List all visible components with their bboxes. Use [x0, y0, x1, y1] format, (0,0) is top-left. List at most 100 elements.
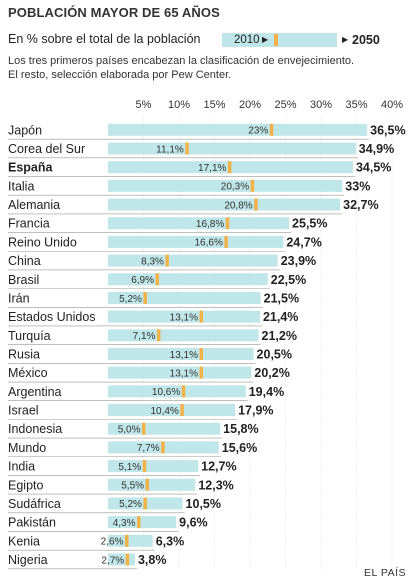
- category-label: Estados Unidos: [8, 310, 96, 324]
- x-tick-label: 30%: [310, 99, 332, 111]
- bar-2050: [108, 123, 368, 136]
- value-label-2050: 23,9%: [281, 254, 316, 268]
- category-label: España: [8, 161, 54, 175]
- legend-bar: 2010 ▶: [222, 33, 337, 47]
- value-label-2010: 5,5%: [121, 481, 144, 492]
- bar-2050: [108, 254, 278, 267]
- legend-arrow-icon: ▶: [342, 35, 349, 44]
- category-label: India: [8, 460, 35, 474]
- bar-2050: [108, 460, 199, 473]
- value-label-2010: 20,8%: [224, 200, 252, 211]
- category-label: México: [8, 366, 48, 380]
- x-tick-label: 20%: [239, 99, 261, 111]
- value-label-2010: 20,3%: [221, 182, 249, 193]
- value-label-2050: 36,5%: [370, 123, 405, 137]
- marker-2010: [156, 329, 161, 342]
- marker-2010: [124, 534, 129, 547]
- value-label-2050: 12,3%: [198, 478, 233, 492]
- marker-2010: [155, 273, 159, 286]
- marker-2010: [185, 142, 189, 155]
- category-label: Irán: [8, 291, 30, 305]
- marker-2010: [142, 460, 147, 473]
- marker-2010: [225, 217, 230, 230]
- value-label-2050: 15,6%: [222, 441, 257, 455]
- value-label-2050: 6,3%: [156, 534, 185, 548]
- category-label: Rusia: [8, 348, 40, 362]
- value-label-2050: 21,5%: [264, 291, 299, 305]
- value-label-2010: 2,6%: [101, 537, 124, 548]
- value-label-2010: 17,1%: [198, 163, 226, 174]
- category-label: Reino Unido: [8, 235, 77, 249]
- x-tick-label: 15%: [203, 99, 225, 111]
- marker-2010: [227, 161, 232, 174]
- marker-2010: [254, 198, 258, 211]
- category-label: Indonesia: [8, 422, 62, 436]
- value-label-2010: 7,1%: [133, 331, 156, 342]
- bar-2050: [108, 142, 356, 155]
- category-label: Brasil: [8, 273, 39, 287]
- category-label: Japón: [8, 123, 42, 137]
- value-label-2010: 16,8%: [196, 219, 224, 230]
- bar-2050: [108, 217, 290, 230]
- marker-2010: [181, 385, 186, 398]
- bar-2050: [108, 404, 236, 417]
- value-label-2010: 16,6%: [195, 238, 223, 249]
- value-label-2010: 5,2%: [119, 499, 142, 510]
- value-label-2050: 32,7%: [343, 198, 378, 212]
- marker-2010: [269, 123, 274, 136]
- value-label-2010: 5,1%: [118, 462, 141, 473]
- value-label-2050: 33%: [345, 179, 370, 193]
- note-line: El resto, selección elaborada por Pew Ce…: [8, 69, 232, 81]
- value-label-2050: 9,6%: [179, 516, 208, 530]
- value-label-2050: 3,8%: [138, 553, 167, 567]
- marker-2010: [165, 254, 169, 267]
- value-label-2050: 20,5%: [257, 348, 292, 362]
- bar-2050: [108, 348, 254, 360]
- chart-title: POBLACIÓN MAYOR DE 65 AÑOS: [8, 5, 220, 20]
- value-label-2010: 13,1%: [170, 312, 198, 323]
- bar-2050: [108, 273, 268, 286]
- marker-2010: [143, 497, 147, 510]
- value-label-2010: 5,2%: [119, 294, 142, 305]
- bar-2050: [108, 235, 284, 248]
- x-tick-label: 5%: [136, 99, 152, 111]
- bar-2050: [108, 329, 259, 342]
- value-label-2050: 19,4%: [249, 385, 284, 399]
- legend-start-label: 2010: [234, 34, 260, 46]
- value-label-2050: 34,5%: [356, 161, 391, 175]
- marker-2010: [199, 366, 204, 379]
- bar-2050: [108, 310, 260, 323]
- value-label-2010: 13,1%: [170, 368, 198, 379]
- legend-arrow-icon: ▶: [262, 35, 269, 44]
- category-label: Israel: [8, 404, 39, 418]
- value-label-2050: 12,7%: [201, 460, 236, 474]
- x-tick-label: 25%: [274, 99, 296, 111]
- category-label: Alemania: [8, 198, 60, 212]
- value-label-2050: 34,9%: [359, 142, 394, 156]
- bar-2050: [108, 385, 246, 398]
- marker-2010: [143, 291, 147, 304]
- marker-2010: [145, 478, 150, 491]
- legend-marker: [274, 34, 278, 46]
- value-label-2050: 15,8%: [223, 422, 258, 436]
- category-label: Argentina: [8, 385, 62, 399]
- category-label: Francia: [8, 217, 50, 231]
- value-label-2010: 10,4%: [150, 406, 178, 417]
- bar-2050: [108, 516, 177, 529]
- value-label-2050: 10,5%: [186, 497, 221, 511]
- note-line: Los tres primeros países encabezan la cl…: [8, 55, 355, 67]
- marker-2010: [161, 441, 165, 454]
- value-label-2050: 21,4%: [263, 310, 298, 324]
- value-label-2010: 2,7%: [101, 555, 124, 566]
- bar-2050: [108, 179, 343, 192]
- marker-2010: [199, 310, 204, 323]
- value-label-2010: 23%: [248, 126, 268, 137]
- value-label-2010: 6,9%: [131, 275, 154, 286]
- bar-2050: [108, 422, 221, 435]
- x-tick-label: 10%: [168, 99, 190, 111]
- marker-2010: [199, 348, 204, 360]
- category-label: Corea del Sur: [8, 142, 85, 156]
- value-label-2010: 10,6%: [152, 387, 180, 398]
- value-label-2010: 8,3%: [141, 256, 164, 267]
